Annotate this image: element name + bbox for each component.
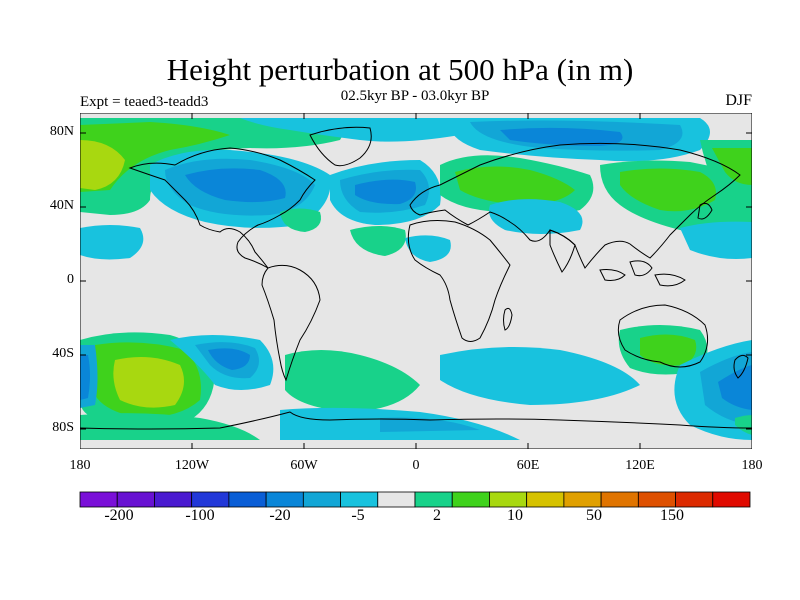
colorbar-swatch <box>414 491 453 508</box>
map-title: Height perturbation at 500 hPa (in m) <box>166 52 634 87</box>
height-perturbation-map <box>80 113 752 449</box>
colorbar-label: 150 <box>660 507 684 524</box>
colorbar-swatch <box>377 491 416 508</box>
colorbar-swatch <box>228 491 267 508</box>
lat-tick-label: 80S <box>52 420 74 435</box>
colorbar-swatch <box>302 491 341 508</box>
colorbar-swatch <box>563 491 602 508</box>
lat-tick-label: 40S <box>52 346 74 361</box>
lon-tick-label: 180 <box>741 458 763 473</box>
season-label: DJF <box>725 92 752 109</box>
colorbar-swatch <box>154 491 193 508</box>
colorbar-swatch <box>526 491 565 508</box>
colorbar-swatch <box>265 491 304 508</box>
lat-tick-label: 80N <box>49 124 74 139</box>
axis-ticks <box>80 113 752 449</box>
colorbar-label: -20 <box>269 507 291 524</box>
colorbar-swatch <box>116 491 155 508</box>
lat-tick-label: 40N <box>49 198 74 213</box>
lon-tick-label: 0 <box>412 458 420 473</box>
colorbar-swatch <box>191 491 230 508</box>
colorbar-swatch <box>340 491 379 508</box>
lon-tick-label: 120W <box>174 458 210 473</box>
map-subtitle: 02.5kyr BP - 03.0kyr BP <box>340 88 490 104</box>
lat-tick-label: 0 <box>67 272 74 287</box>
colorbar-label: 50 <box>586 507 602 524</box>
colorbar-swatch <box>712 491 751 508</box>
colorbar-swatch <box>600 491 639 508</box>
colorbar-label: 10 <box>507 507 523 524</box>
lon-tick-label: 60W <box>290 458 318 473</box>
colorbar-swatch <box>451 491 490 508</box>
colorbar-label: -200 <box>104 507 134 524</box>
colorbar <box>79 491 751 508</box>
lon-tick-label: 60E <box>516 458 540 473</box>
colorbar-swatch <box>489 491 528 508</box>
experiment-label: Expt = teaed3-teadd3 <box>80 94 209 110</box>
colorbar-label: -100 <box>185 507 215 524</box>
colorbar-label: 2 <box>433 507 441 524</box>
colorbar-swatch <box>675 491 714 508</box>
lon-tick-label: 120E <box>625 458 655 473</box>
colorbar-label: -5 <box>351 507 365 524</box>
lon-tick-label: 180 <box>69 458 91 473</box>
colorbar-swatch <box>79 491 118 508</box>
colorbar-swatch <box>637 491 676 508</box>
